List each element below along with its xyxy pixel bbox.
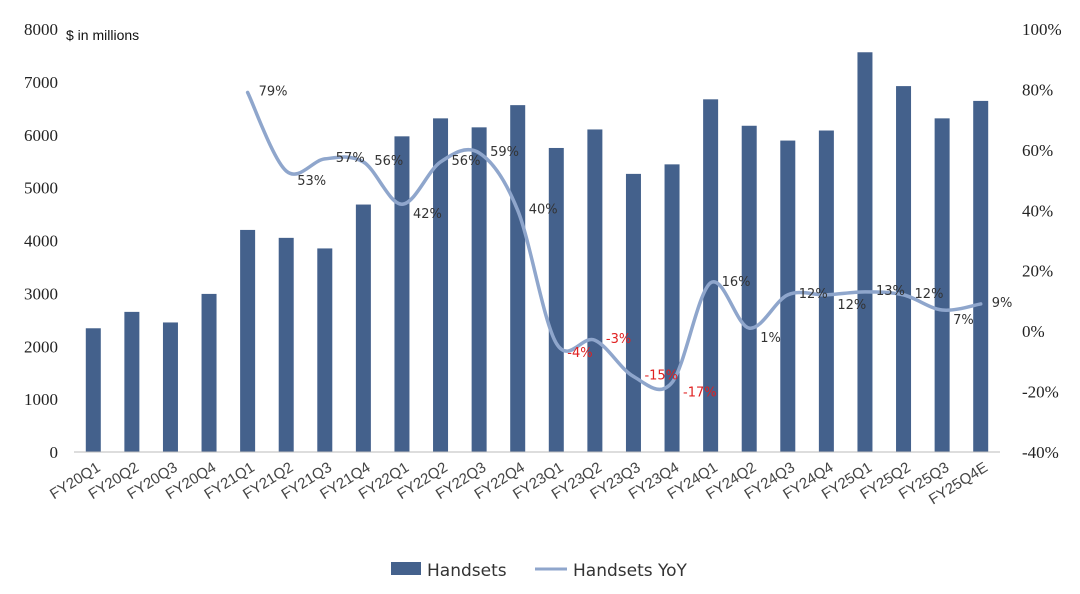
data-label: -15% [644, 368, 678, 383]
yoy-line [245, 90, 983, 392]
bar [703, 99, 719, 452]
bar [548, 147, 564, 452]
legend-label-bar: Handsets [427, 561, 507, 581]
y-right-tick-label: 80% [1022, 80, 1053, 99]
bar [510, 105, 526, 452]
bar [818, 130, 834, 452]
data-label: 12% [799, 287, 828, 302]
data-label: 13% [876, 284, 905, 299]
bar [355, 204, 371, 452]
y-right-tick-label: -40% [1022, 443, 1059, 462]
y-left-tick-label: 7000 [24, 73, 58, 92]
data-label: -17% [683, 386, 717, 401]
data-label: -4% [567, 346, 592, 361]
right-axis: -40% -20% 0% 20% 40% 60% 80% 100% [1022, 20, 1062, 462]
data-label: 42% [413, 207, 442, 222]
y-left-tick-label: 2000 [24, 337, 58, 356]
data-label: 53% [297, 174, 326, 189]
bar [934, 118, 950, 452]
data-label: -3% [606, 332, 631, 347]
data-label: 40% [529, 202, 558, 217]
bar [278, 237, 294, 452]
data-label: 56% [452, 154, 481, 169]
line-series [245, 90, 983, 392]
bar [162, 322, 178, 452]
y-right-tick-label: 60% [1022, 141, 1053, 160]
data-label: 9% [992, 296, 1013, 311]
bar [896, 86, 912, 452]
bar [240, 229, 256, 452]
y-right-tick-label: -20% [1022, 383, 1059, 402]
legend-swatch-bar [391, 562, 421, 575]
bar-series [85, 52, 989, 453]
y-left-tick-label: 1000 [24, 390, 58, 409]
y-left-tick-label: 5000 [24, 179, 58, 198]
data-label: 12% [837, 298, 866, 313]
bar [394, 136, 410, 452]
y-left-tick-label: 6000 [24, 126, 58, 145]
bar [85, 328, 101, 452]
y-left-tick-label: 3000 [24, 284, 58, 303]
data-label: 7% [953, 313, 974, 328]
bar [857, 52, 873, 452]
x-axis: FY20Q1FY20Q2FY20Q3FY20Q4FY21Q1FY21Q2FY21… [47, 459, 991, 508]
bar [741, 125, 757, 452]
bar [471, 127, 487, 452]
unit-label: $ in millions [66, 27, 139, 43]
left-axis: 0 1000 2000 3000 4000 5000 6000 7000 8000 [24, 20, 58, 462]
bar [201, 293, 217, 452]
bar [124, 311, 140, 452]
data-label: 12% [915, 287, 944, 302]
bar [587, 129, 603, 452]
bar [433, 118, 449, 452]
bar [973, 100, 989, 452]
y-right-tick-label: 0% [1022, 322, 1045, 341]
data-labels: 79% 53% 57% 56% 42% 56% 59% 40% -4% -3% -15% -17% 16… [259, 84, 1013, 400]
bar [317, 248, 333, 452]
data-label: 1% [760, 331, 781, 346]
data-label: 56% [374, 154, 403, 169]
legend-label-line: Handsets YoY [573, 561, 688, 581]
y-left-tick-label: 8000 [24, 20, 58, 39]
data-label: 16% [722, 275, 751, 290]
y-left-tick-label: 0 [50, 443, 59, 462]
data-label: 79% [259, 84, 288, 99]
y-right-tick-label: 40% [1022, 201, 1053, 220]
data-label: 59% [490, 145, 519, 160]
y-right-tick-label: 100% [1022, 20, 1062, 39]
y-left-tick-label: 4000 [24, 232, 58, 251]
bar [664, 164, 680, 453]
legend: Handsets Handsets YoY [391, 561, 688, 581]
bar [625, 173, 641, 452]
data-label: 57% [336, 151, 365, 166]
y-right-tick-label: 20% [1022, 262, 1053, 281]
